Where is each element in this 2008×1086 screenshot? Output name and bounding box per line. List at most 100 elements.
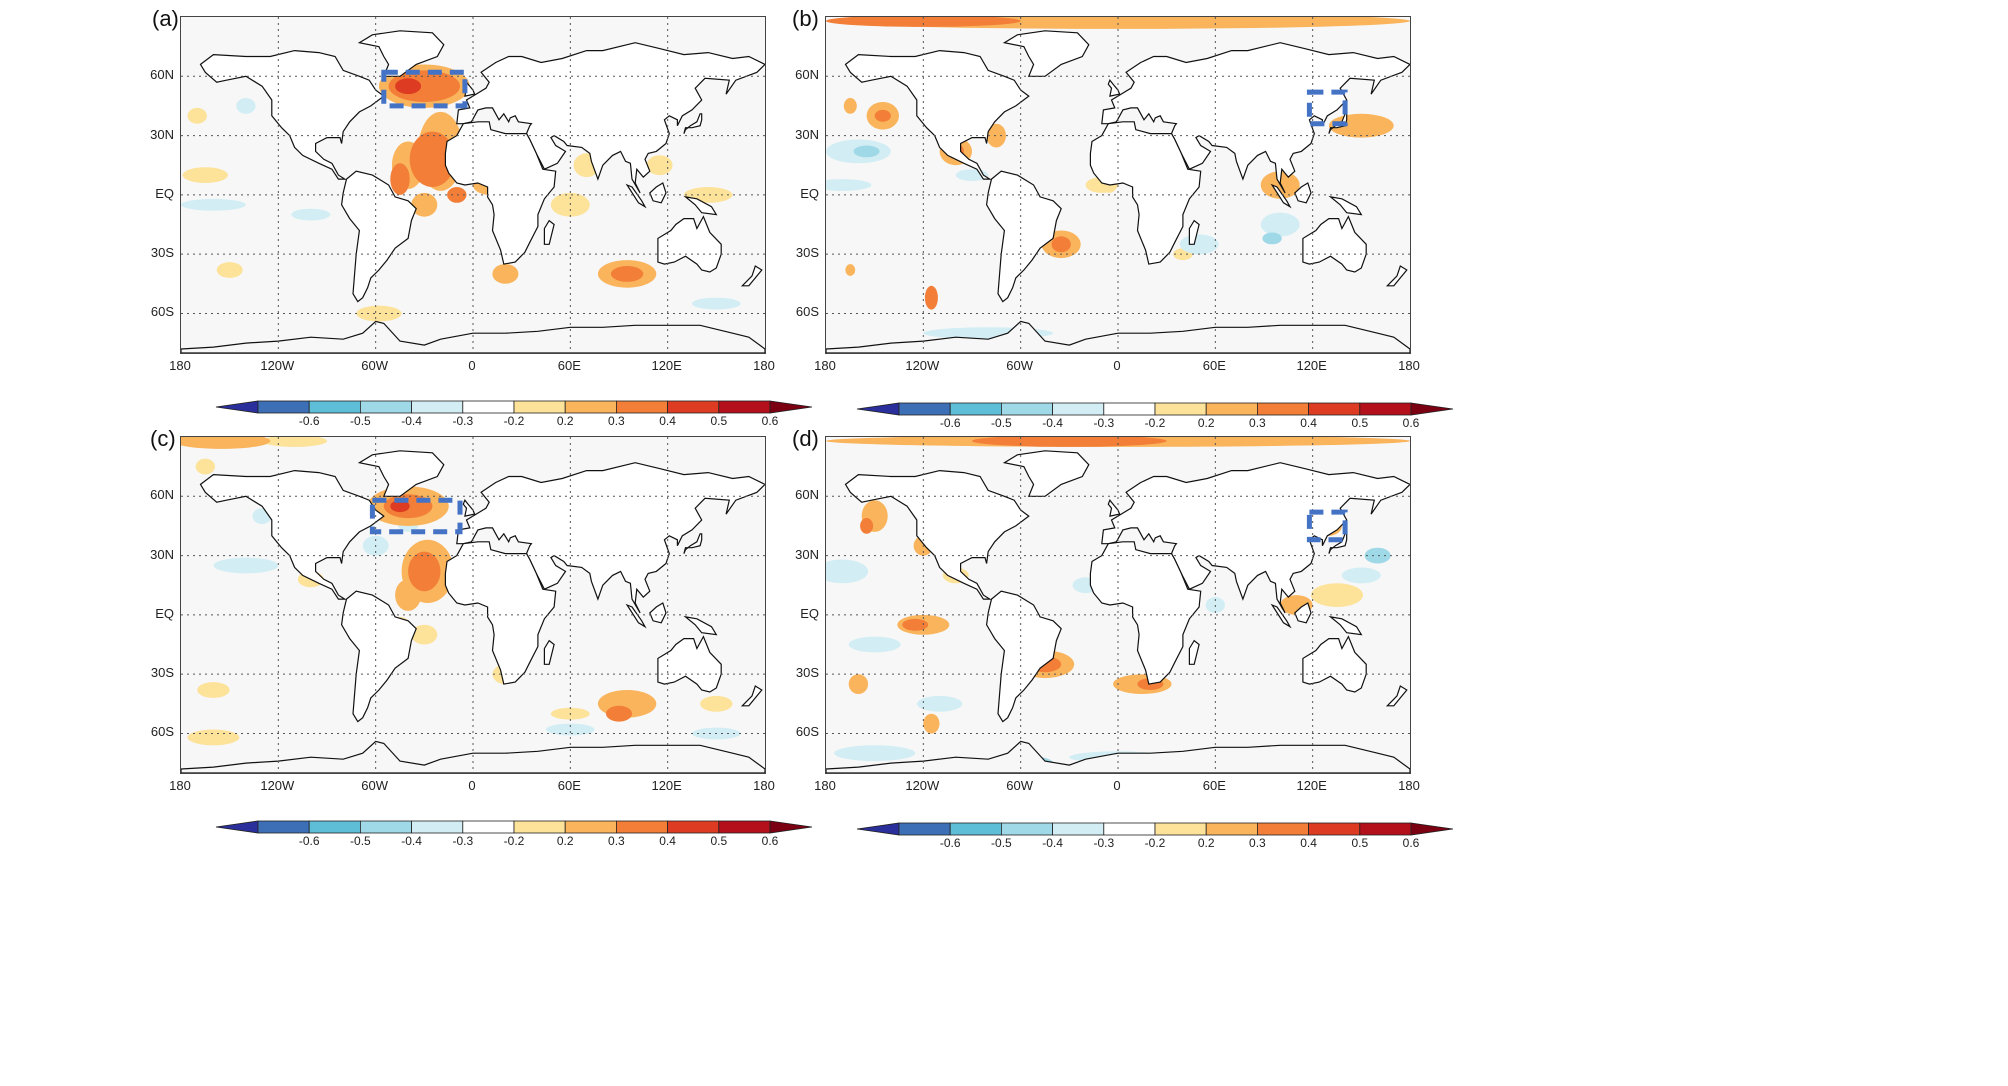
colorbar-tick-label: -0.4 xyxy=(1042,416,1063,430)
colorbar-segment xyxy=(308,820,361,834)
warm-anomaly-patch xyxy=(197,682,230,698)
lat-tick-label: 30S xyxy=(150,665,174,681)
lat-tick-label: 30S xyxy=(795,245,819,261)
colorbar-segment xyxy=(667,400,720,414)
lat-tick-label: 60S xyxy=(150,724,174,740)
coastline-borneo xyxy=(649,182,667,204)
warm-anomaly-patch xyxy=(646,155,673,176)
colorbar-segment xyxy=(1256,402,1309,416)
colorbar xyxy=(856,822,1454,836)
warm-anomaly-patch xyxy=(902,618,929,631)
colorbar-tick-label: 0.6 xyxy=(1402,836,1420,850)
coastline-south-america xyxy=(340,590,417,723)
colorbar-tick-label: 0.6 xyxy=(1402,416,1420,430)
colorbar-max-arrow xyxy=(769,820,813,834)
coastline-madagascar xyxy=(1188,219,1200,245)
coastline-greenland xyxy=(357,450,445,497)
coastline-indonesia xyxy=(625,183,647,209)
colorbar-segment xyxy=(615,400,668,414)
region-box xyxy=(381,69,468,109)
colorbar xyxy=(215,820,813,834)
coastline-japan xyxy=(683,113,703,134)
cool-anomaly-patch xyxy=(181,198,246,211)
coastline-africa xyxy=(1089,541,1202,685)
colorbar-segment xyxy=(359,820,412,834)
lat-tick-label: 60S xyxy=(795,304,819,320)
warm-anomaly-patch xyxy=(388,70,460,102)
colorbar-tick-label: -0.6 xyxy=(298,834,320,848)
colorbar-tick-label: -0.5 xyxy=(991,836,1012,850)
colorbar-tick-label: -0.3 xyxy=(1093,836,1115,850)
colorbar-tick-label: 0.6 xyxy=(761,834,779,848)
warm-anomaly-patch xyxy=(845,264,856,276)
cool-anomaly-patch xyxy=(213,557,279,574)
warm-anomaly-patch xyxy=(826,17,1021,27)
coastline-antarctica xyxy=(826,320,1410,353)
coastline-greenland xyxy=(1002,30,1090,77)
colorbar-segment xyxy=(359,400,412,414)
colorbar-segment xyxy=(667,820,720,834)
warm-anomaly-patch xyxy=(187,729,240,746)
colorbar-segment xyxy=(898,402,951,416)
colorbar-max-arrow xyxy=(1410,822,1454,836)
coastline-north-america xyxy=(199,49,385,180)
colorbar-tick-label: 0.6 xyxy=(761,414,779,428)
lon-tick-label: 180 xyxy=(169,358,191,373)
panel-label: (c) xyxy=(150,426,176,451)
colorbar-tick-label: 0.5 xyxy=(1351,416,1369,430)
anomaly-map xyxy=(826,17,1410,353)
cool-anomaly-patch xyxy=(546,723,595,736)
colorbar-max-arrow xyxy=(1410,402,1454,416)
warm-anomaly-patch xyxy=(195,458,215,475)
lon-tick-label: 120E xyxy=(651,778,682,793)
anomaly-map xyxy=(181,17,765,353)
colorbar-segment xyxy=(411,820,464,834)
region-box xyxy=(1306,509,1348,543)
coastline-japan xyxy=(683,533,703,554)
colorbar-segment xyxy=(615,820,668,834)
coastline-new-guinea xyxy=(1328,615,1363,636)
coastline-greenland xyxy=(1002,450,1090,497)
colorbar-tick-label: 0.3 xyxy=(608,834,625,848)
coastline-borneo xyxy=(1294,182,1312,204)
colorbar-max-arrow xyxy=(769,400,813,414)
colorbar-tick-label: 0.3 xyxy=(1249,416,1266,430)
colorbar-tick-label: -0.2 xyxy=(503,834,525,848)
warm-anomaly-patch xyxy=(986,123,1006,148)
warm-anomaly-patch xyxy=(874,109,891,122)
colorbar-segment xyxy=(718,400,771,414)
coastline-south-america xyxy=(340,170,417,303)
lon-tick-label: 60W xyxy=(1006,778,1034,793)
colorbar-tick-label: -0.5 xyxy=(350,834,371,848)
colorbar-segment xyxy=(898,822,951,836)
colorbar-tick-label: 0.4 xyxy=(659,834,676,848)
colorbar-segment xyxy=(1205,402,1258,416)
colorbar-min-arrow xyxy=(215,400,259,414)
warm-anomaly-patch xyxy=(262,437,327,447)
coastline-north-america xyxy=(844,49,1030,180)
lon-tick-label: 120E xyxy=(1296,778,1327,793)
colorbar-tick-label: -0.6 xyxy=(939,416,961,430)
warm-anomaly-patch xyxy=(395,78,422,95)
lon-tick-label: 60E xyxy=(1202,358,1226,373)
lon-tick-label: 180 xyxy=(814,778,836,793)
colorbar-tick-label: 0.3 xyxy=(1249,836,1266,850)
warm-anomaly-patch xyxy=(1311,583,1363,607)
colorbar-tick-label: -0.4 xyxy=(401,414,422,428)
lat-tick-label: EQ xyxy=(800,185,819,201)
cool-anomaly-patch xyxy=(826,179,872,191)
cool-anomaly-patch xyxy=(1341,567,1381,584)
colorbar-tick-label: -0.2 xyxy=(503,414,525,428)
coastline-south-america xyxy=(985,590,1062,723)
colorbar-tick-label: 0.2 xyxy=(1197,416,1215,430)
coastline-new-zealand xyxy=(740,265,763,287)
colorbar-segment xyxy=(1154,402,1207,416)
cool-anomaly-patch xyxy=(848,636,901,653)
coastline-greenland xyxy=(357,30,445,77)
warm-anomaly-patch xyxy=(182,167,228,184)
colorbar-min-arrow xyxy=(856,822,900,836)
cool-anomaly-patch xyxy=(1262,232,1282,245)
cool-anomaly-patch xyxy=(1260,212,1300,237)
colorbar-segment xyxy=(1052,402,1105,416)
colorbar-segment xyxy=(308,400,361,414)
